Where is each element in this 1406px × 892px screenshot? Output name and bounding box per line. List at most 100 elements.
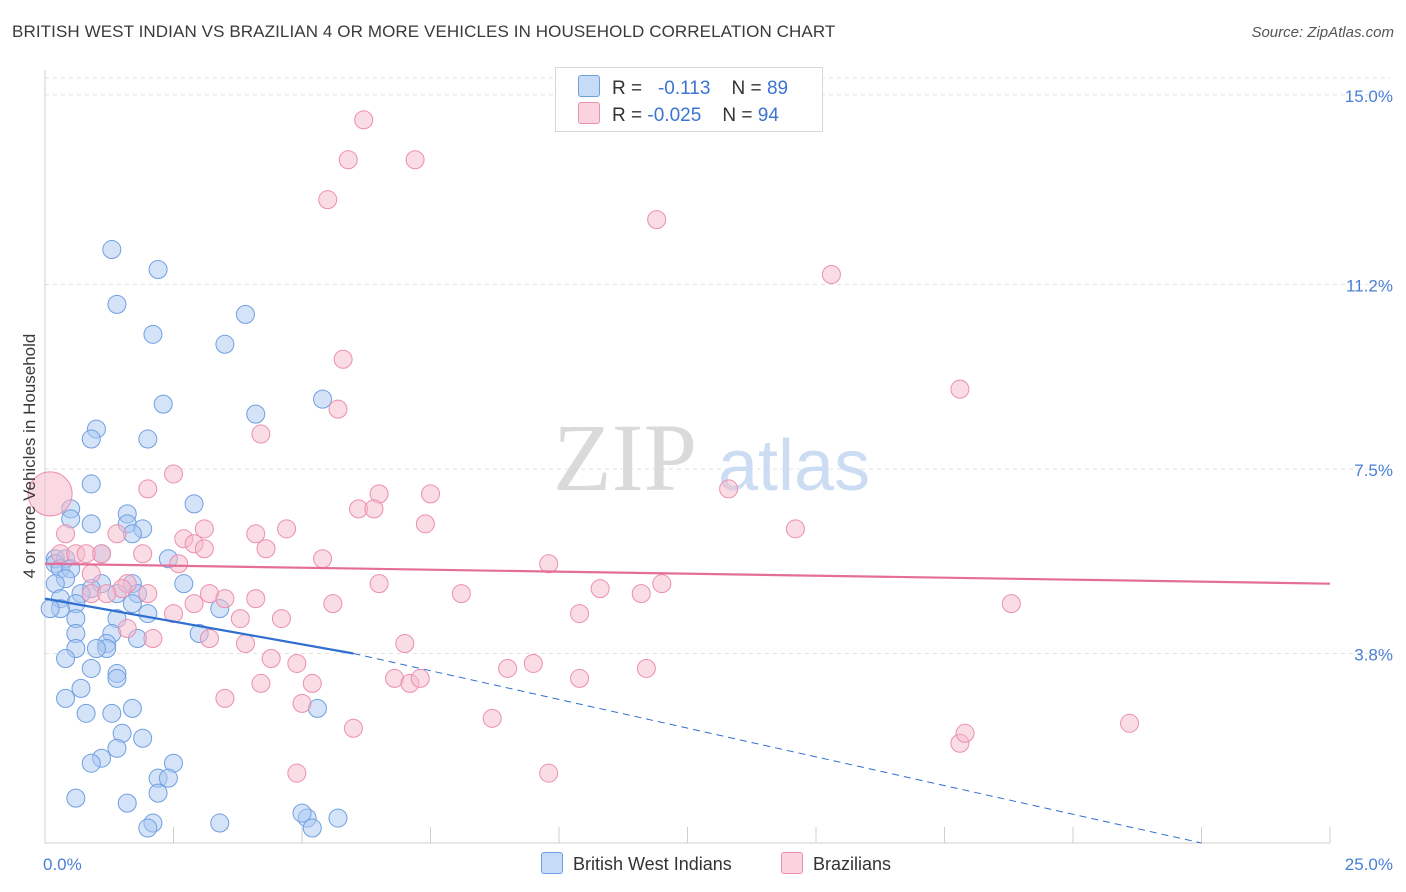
point-brazilian (451, 584, 471, 604)
point-british-west-indian (313, 389, 333, 409)
point-british-west-indian (81, 753, 101, 773)
point-brazilian (76, 544, 96, 564)
point-brazilian (369, 574, 389, 594)
point-british-west-indian (138, 818, 158, 838)
point-brazilian (133, 544, 153, 564)
point-brazilian (950, 379, 970, 399)
point-brazilian (184, 594, 204, 614)
point-brazilian (215, 589, 235, 609)
point-brazilian (636, 658, 656, 678)
point-brazilian (138, 479, 158, 499)
point-brazilian (631, 584, 651, 604)
point-british-west-indian (107, 668, 127, 688)
point-brazilian (194, 539, 214, 559)
point-british-west-indian (56, 648, 76, 668)
point-british-west-indian (81, 514, 101, 534)
point-brazilian (251, 673, 271, 693)
point-brazilian (955, 723, 975, 743)
point-british-west-indian (107, 738, 127, 758)
point-british-west-indian (328, 808, 348, 828)
series-brazilians (27, 110, 1140, 783)
point-brazilian (364, 499, 384, 519)
y-axis-label: 4 or more Vehicles in Household (20, 334, 39, 579)
point-brazilian (539, 554, 559, 574)
point-brazilian (143, 629, 163, 649)
legend-r-value: -0.025 (647, 105, 702, 126)
point-british-west-indian (122, 594, 142, 614)
point-british-west-indian (143, 324, 163, 344)
legend-n-value: 89 (766, 78, 789, 99)
point-brazilian (302, 673, 322, 693)
point-brazilian (81, 564, 101, 584)
trend-lines (44, 562, 1331, 844)
point-brazilian (785, 519, 805, 539)
point-british-west-indian (107, 294, 127, 314)
y-tick-label: 7.5% (1354, 461, 1393, 480)
point-brazilian (235, 634, 255, 654)
point-brazilian (539, 763, 559, 783)
point-brazilian (56, 524, 76, 544)
point-brazilian (570, 668, 590, 688)
point-brazilian (169, 554, 189, 574)
point-brazilian (405, 150, 425, 170)
point-british-west-indian (148, 259, 168, 279)
point-brazilian (261, 648, 281, 668)
point-brazilian (523, 653, 543, 673)
point-brazilian (410, 668, 430, 688)
point-british-west-indian (81, 429, 101, 449)
point-brazilian (343, 718, 363, 738)
point-british-west-indian (184, 494, 204, 514)
point-british-west-indian (102, 703, 122, 723)
point-brazilian (107, 524, 127, 544)
point-brazilian (338, 150, 358, 170)
y-tick-label: 11.2% (1346, 276, 1393, 295)
chart-title: BRITISH WEST INDIAN VS BRAZILIAN 4 OR MO… (12, 22, 836, 41)
point-brazilian (328, 399, 348, 419)
point-british-west-indian (71, 678, 91, 698)
series-british-west-indians (40, 240, 348, 838)
point-brazilian (318, 190, 338, 210)
point-brazilian (647, 210, 667, 230)
point-brazilian (1120, 713, 1140, 733)
point-brazilian (117, 619, 137, 639)
point-brazilian (287, 763, 307, 783)
legend-n-value: 94 (757, 105, 779, 126)
point-british-west-indian (66, 788, 86, 808)
x-tick-label-max: 25.0% (1345, 855, 1393, 874)
point-british-west-indian (56, 688, 76, 708)
point-british-west-indian (174, 574, 194, 594)
point-brazilian (194, 519, 214, 539)
legend-r-label: R = (612, 105, 643, 126)
legend-swatch-blue (578, 75, 600, 97)
point-brazilian (251, 424, 271, 444)
point-brazilian (482, 708, 502, 728)
point-brazilian (246, 589, 266, 609)
point-brazilian (287, 653, 307, 673)
point-british-west-indian (40, 599, 60, 619)
watermark-zip: ZIP (553, 404, 697, 511)
point-brazilian (590, 579, 610, 599)
point-brazilian (271, 609, 291, 629)
point-british-west-indian (235, 304, 255, 324)
axes (44, 70, 1331, 844)
point-brazilian (27, 471, 73, 517)
point-british-west-indian (81, 658, 101, 678)
point-brazilian (97, 584, 117, 604)
point-brazilian (719, 479, 739, 499)
watermark: ZIP atlas (553, 404, 870, 511)
point-brazilian (215, 688, 235, 708)
legend-r-value: -0.113 (657, 78, 711, 99)
legend-swatch-pink (578, 102, 600, 124)
trend-line-british-west-indians-extension (353, 653, 1202, 844)
point-brazilian (415, 514, 435, 534)
trend-line-british-west-indians (44, 597, 354, 655)
point-british-west-indian (215, 334, 235, 354)
bottom-legend-item-brazilians[interactable]: Brazilians (781, 852, 891, 875)
point-british-west-indian (86, 639, 106, 659)
point-british-west-indian (148, 783, 168, 803)
point-british-west-indian (117, 793, 137, 813)
point-british-west-indian (302, 818, 322, 838)
bottom-legend-item-british-west-indians[interactable]: British West Indians (541, 852, 732, 875)
y-tick-label: 15.0% (1345, 87, 1393, 106)
